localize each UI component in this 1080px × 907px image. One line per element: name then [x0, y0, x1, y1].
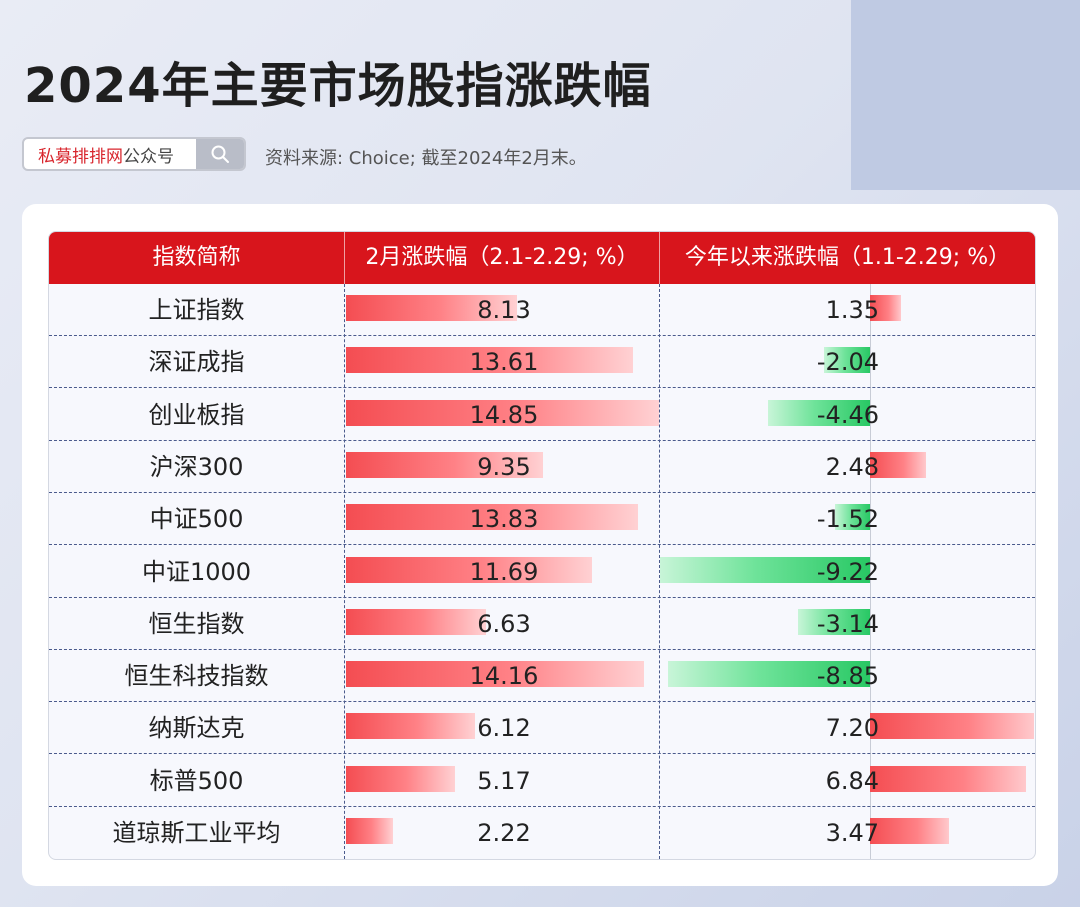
feb-change-bar: [346, 661, 645, 688]
feb-change-value: 2.22: [477, 819, 531, 847]
index-name: 沪深300: [149, 452, 244, 481]
index-name: 恒生科技指数: [124, 662, 269, 691]
search-box[interactable]: 私募排排网公众号: [22, 137, 246, 171]
feb-change-value: 13.83: [469, 505, 539, 534]
table-body: 上证指数 8.13 1.35 深证成指 13.61 -2.04 创业板指 14.85 -4.46…: [49, 284, 1035, 859]
ytd-change-value: -9.22: [816, 557, 879, 586]
search-icon: [211, 145, 229, 163]
index-name: 创业板指: [148, 400, 245, 429]
source-note: 资料来源: Choice; 截至2024年2月末。: [265, 148, 587, 169]
feb-change-bar: [346, 556, 593, 583]
header-divider: [659, 232, 660, 284]
index-name: 标普500: [149, 766, 244, 795]
feb-change-bar: [346, 504, 638, 531]
table-row: 恒生科技指数 14.16 -8.85: [49, 650, 1035, 703]
feb-change-value: 13.61: [469, 348, 539, 377]
index-name: 上证指数: [148, 296, 245, 324]
column-divider: [344, 284, 345, 859]
feb-change-bar: [346, 608, 486, 635]
ytd-change-value: -1.52: [816, 505, 879, 534]
ytd-change-value: -3.14: [816, 609, 879, 638]
search-brand: 私募排排网: [38, 146, 123, 167]
feb-change-bar: [346, 713, 475, 740]
ytd-change-value: 2.48: [825, 452, 879, 481]
feb-change-value: 5.17: [477, 766, 531, 795]
ytd-change-value: -8.85: [816, 662, 879, 691]
ytd-change-value: 1.35: [825, 296, 879, 324]
index-name: 纳斯达克: [148, 714, 245, 743]
feb-change-bar: [346, 765, 455, 792]
index-name: 道琼斯工业平均: [112, 819, 281, 847]
feb-change-bar: [346, 399, 659, 426]
table-row: 中证1000 11.69 -9.22: [49, 546, 1035, 598]
ytd-change-bar: [823, 347, 870, 374]
table-row: 标普500 5.17 6.84: [49, 755, 1035, 807]
table-row: 创业板指 14.85 -4.46: [49, 389, 1035, 441]
ytd-change-bar: [798, 608, 870, 635]
ytd-change-bar: [668, 661, 870, 688]
feb-change-value: 14.16: [469, 662, 539, 691]
column-divider: [659, 284, 660, 859]
ytd-change-value: 3.47: [825, 819, 879, 847]
table-header: 指数简称 2月涨跌幅（2.1-2.29; %） 今年以来涨跌幅（1.1-2.29…: [49, 232, 1035, 284]
feb-change-bar: [346, 818, 393, 844]
ytd-change-bar: [870, 818, 950, 844]
table-row: 恒生指数 6.63 -3.14: [49, 598, 1035, 650]
feb-change-bar: [346, 451, 544, 478]
feb-change-value: 14.85: [469, 400, 539, 429]
search-button[interactable]: [196, 139, 244, 169]
ytd-change-value: -2.04: [816, 348, 879, 377]
page-title: 2024年主要市场股指涨跌幅: [24, 58, 652, 114]
feb-change-value: 9.35: [477, 452, 531, 481]
index-name: 中证1000: [141, 557, 252, 586]
feb-change-value: 6.12: [477, 714, 531, 743]
feb-change-value: 6.63: [477, 609, 531, 638]
background-panel: [851, 0, 1080, 190]
header-feb: 2月涨跌幅（2.1-2.29; %）: [365, 245, 639, 270]
search-label: 私募排排网公众号: [24, 142, 196, 167]
header-divider: [344, 232, 345, 284]
index-name: 恒生指数: [148, 609, 245, 638]
search-suffix: 公众号: [123, 146, 174, 167]
ytd-change-bar: [870, 451, 927, 478]
feb-change-bar: [346, 295, 518, 321]
table-row: 道琼斯工业平均 2.22 3.47: [49, 807, 1035, 859]
ytd-change-bar: [835, 504, 870, 531]
data-table: 指数简称 2月涨跌幅（2.1-2.29; %） 今年以来涨跌幅（1.1-2.29…: [48, 231, 1036, 860]
feb-change-value: 8.13: [477, 296, 531, 324]
feb-change-value: 11.69: [469, 557, 539, 586]
ytd-change-bar: [870, 765, 1026, 792]
ytd-change-value: -4.46: [816, 400, 879, 429]
header-name: 指数简称: [152, 245, 241, 270]
ytd-change-bar: [659, 556, 870, 583]
table-row: 深证成指 13.61 -2.04: [49, 336, 1035, 389]
feb-change-bar: [346, 347, 633, 374]
table-row: 沪深300 9.35 2.48: [49, 441, 1035, 493]
table-row: 纳斯达克 6.12 7.20: [49, 702, 1035, 755]
ytd-change-bar: [768, 399, 870, 426]
index-name: 深证成指: [148, 348, 245, 377]
ytd-change-bar: [870, 713, 1034, 740]
ytd-change-bar: [870, 295, 901, 321]
ytd-change-value: 7.20: [825, 714, 879, 743]
header-ytd: 今年以来涨跌幅（1.1-2.29; %）: [684, 245, 1011, 270]
index-name: 中证500: [149, 505, 244, 534]
table-row: 上证指数 8.13 1.35: [49, 284, 1035, 336]
ytd-change-value: 6.84: [825, 766, 879, 795]
ytd-zero-line: [870, 284, 871, 859]
table-row: 中证500 13.83 -1.52: [49, 493, 1035, 546]
